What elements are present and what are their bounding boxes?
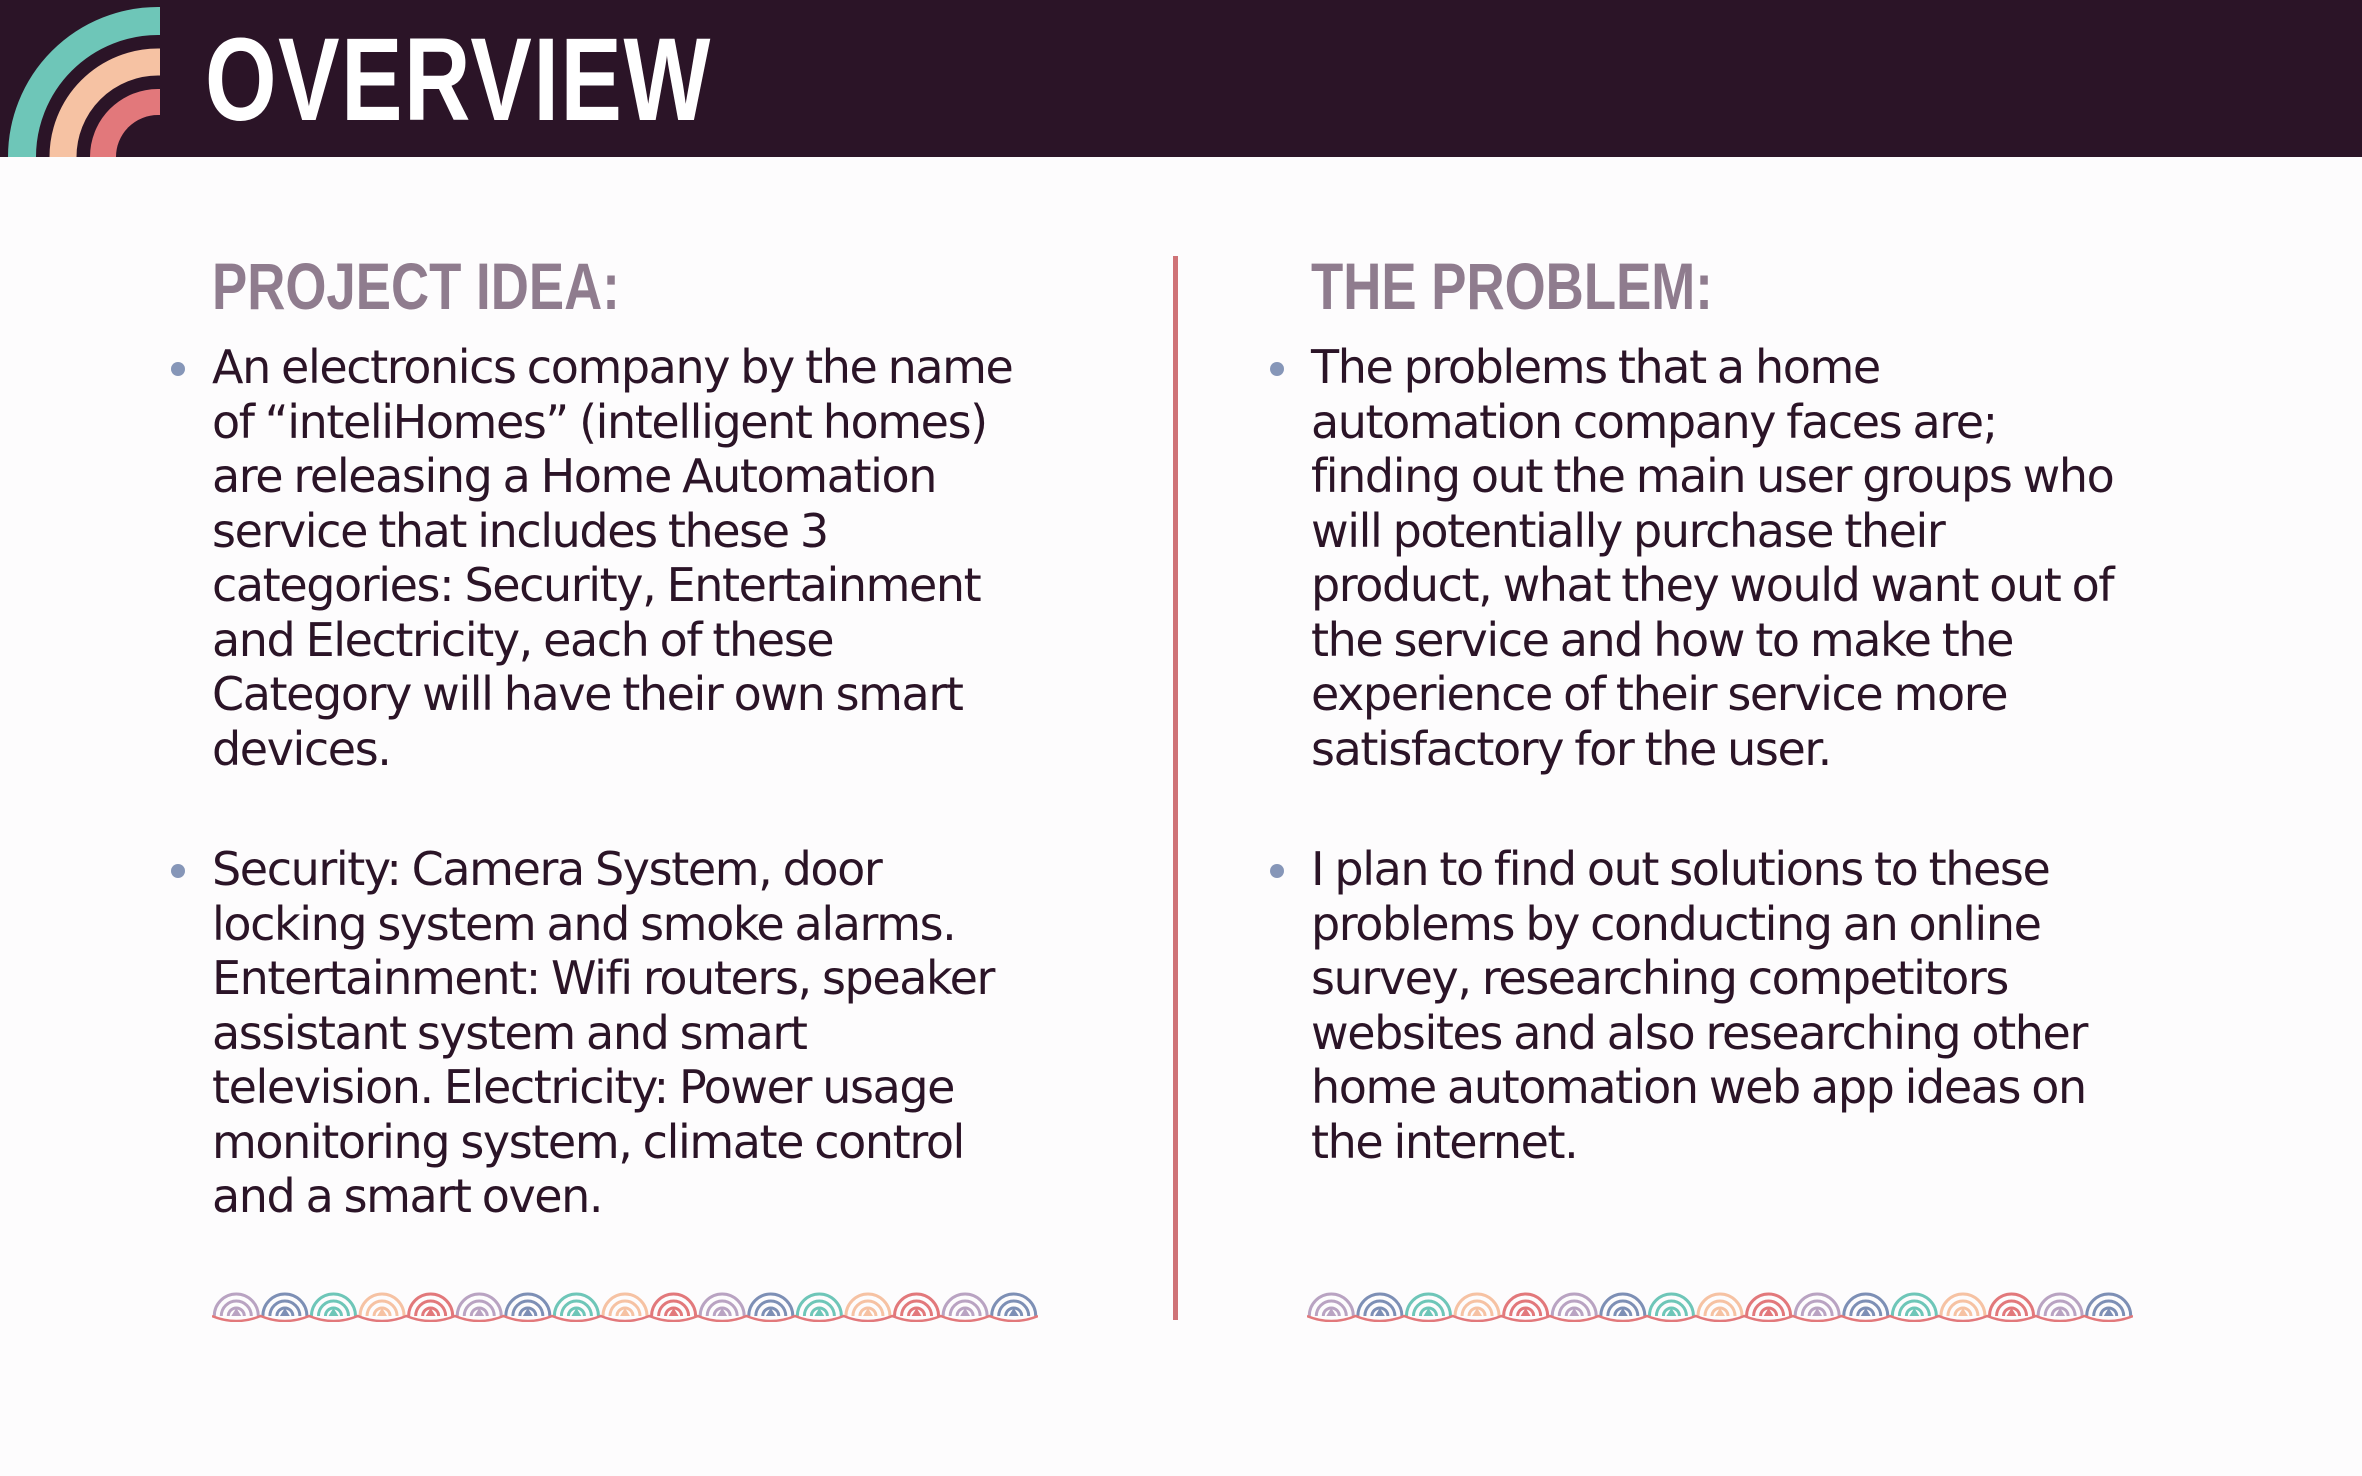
wave-unit xyxy=(1599,1292,1647,1317)
wave-unit xyxy=(601,1292,649,1317)
list-item: An electronics company by the name of “i… xyxy=(168,340,1028,776)
wave-unit xyxy=(1939,1292,1987,1317)
wave-unit xyxy=(1745,1292,1793,1317)
project-idea-list: An electronics company by the name of “i… xyxy=(168,340,1028,1224)
wave-unit xyxy=(1550,1292,1598,1317)
wave-pattern-icon xyxy=(212,1292,1038,1322)
wave-unit xyxy=(1307,1292,1355,1317)
wave-unit xyxy=(747,1292,795,1317)
wave-unit xyxy=(893,1292,941,1317)
wave-unit xyxy=(552,1292,600,1317)
wave-unit xyxy=(2085,1292,2133,1317)
wave-unit xyxy=(1404,1292,1452,1317)
concentric-arcs-icon xyxy=(8,7,160,157)
wave-unit xyxy=(1356,1292,1404,1317)
wave-unit xyxy=(1453,1292,1501,1317)
wave-unit xyxy=(2036,1292,2084,1317)
wave-unit xyxy=(941,1292,989,1317)
list-item: Security: Camera System, door locking sy… xyxy=(168,842,1028,1224)
wave-unit xyxy=(1647,1292,1695,1317)
list-item-text: Security: Camera System, door locking sy… xyxy=(212,842,995,1223)
problem-section: THE PROBLEM: The problems that a home au… xyxy=(1267,240,2127,1169)
list-item: The problems that a home automation comp… xyxy=(1267,340,2127,776)
wave-unit xyxy=(261,1292,309,1317)
bullet-dot-icon xyxy=(1270,362,1284,376)
problem-heading: THE PROBLEM: xyxy=(1311,249,1713,323)
wave-unit xyxy=(1502,1292,1550,1317)
wave-unit xyxy=(358,1292,406,1317)
wave-unit xyxy=(844,1292,892,1317)
wave-unit xyxy=(309,1292,357,1317)
wave-unit xyxy=(455,1292,503,1317)
wave-unit xyxy=(212,1292,260,1317)
list-item-text: The problems that a home automation comp… xyxy=(1311,340,2115,776)
bullet-dot-icon xyxy=(171,362,185,376)
wave-unit xyxy=(1793,1292,1841,1317)
wave-unit xyxy=(795,1292,843,1317)
wave-unit xyxy=(407,1292,455,1317)
project-idea-heading: PROJECT IDEA: xyxy=(212,249,620,323)
page-title: OVERVIEW xyxy=(205,14,712,146)
wave-unit xyxy=(650,1292,698,1317)
wave-unit xyxy=(698,1292,746,1317)
bullet-dot-icon xyxy=(171,864,185,878)
problem-list: The problems that a home automation comp… xyxy=(1267,340,2127,1169)
list-item-text: An electronics company by the name of “i… xyxy=(212,340,1014,776)
wave-unit xyxy=(1890,1292,1938,1317)
wave-unit xyxy=(990,1292,1038,1317)
wave-unit xyxy=(1988,1292,2036,1317)
wave-unit xyxy=(1696,1292,1744,1317)
bullet-dot-icon xyxy=(1270,864,1284,878)
project-idea-section: PROJECT IDEA: An electronics company by … xyxy=(168,240,1028,1224)
list-item-text: I plan to find out solutions to these pr… xyxy=(1311,842,2088,1169)
wave-unit xyxy=(504,1292,552,1317)
wave-pattern-icon xyxy=(1307,1292,2133,1322)
header-bar: OVERVIEW xyxy=(0,0,2362,157)
vertical-divider xyxy=(1173,256,1178,1320)
list-item: I plan to find out solutions to these pr… xyxy=(1267,842,2127,1169)
wave-unit xyxy=(1842,1292,1890,1317)
